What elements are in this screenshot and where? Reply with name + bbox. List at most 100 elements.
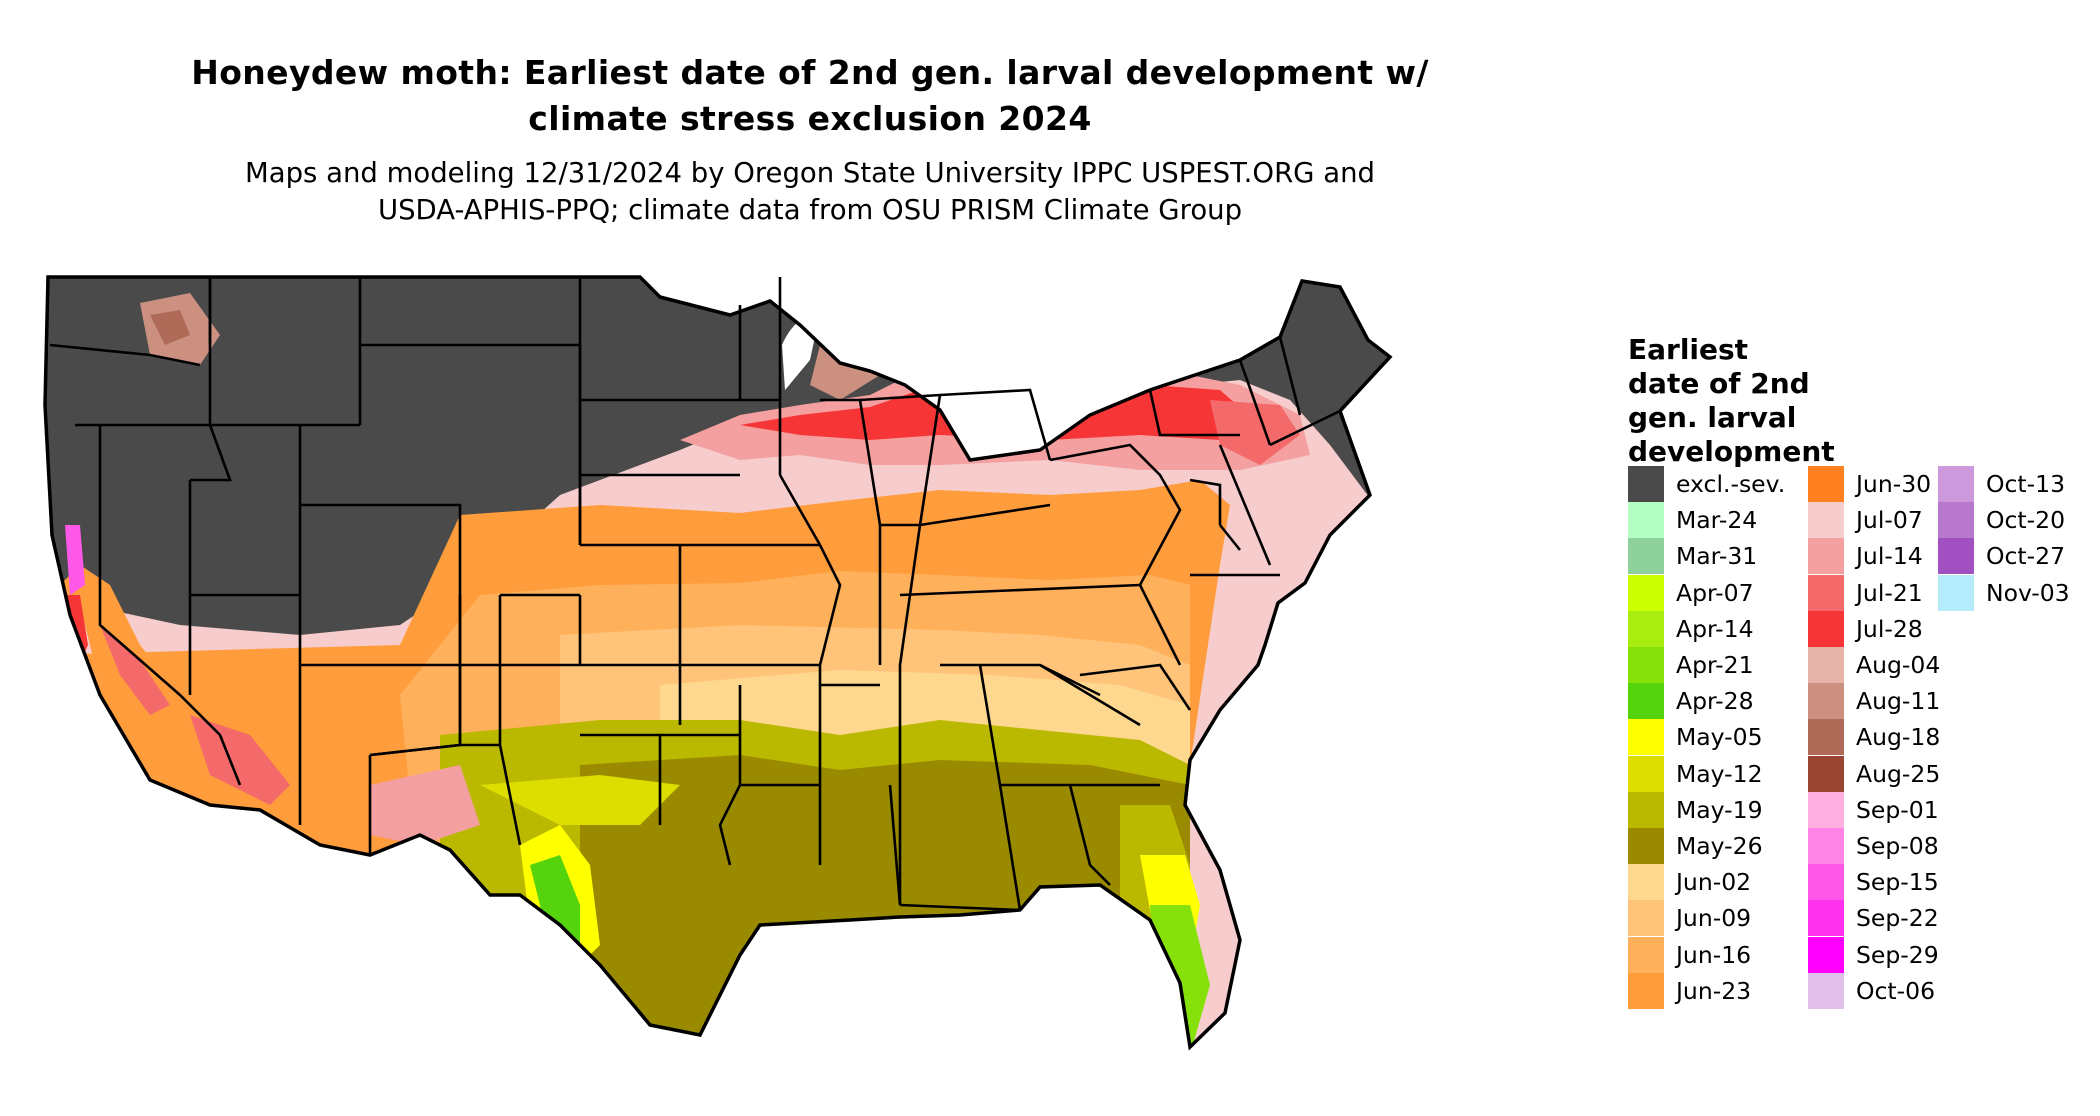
legend-swatch [1808, 574, 1844, 611]
legend-swatch [1808, 647, 1844, 683]
legend-item: Aug-18 [1808, 719, 1941, 756]
legend-label: Jun-30 [1856, 470, 1932, 498]
legend-swatch [1628, 936, 1664, 973]
legend-title-line: Earliest [1628, 333, 1749, 366]
legend-swatch [1808, 466, 1844, 502]
legend-item: Sep-22 [1808, 900, 1939, 937]
legend-item: Aug-11 [1808, 683, 1941, 720]
legend-title-line: gen. larval [1628, 401, 1797, 434]
legend-swatch [1938, 538, 1974, 575]
legend-label: Jul-28 [1856, 614, 1923, 643]
legend-swatch [1628, 610, 1664, 647]
legend-item: Apr-14 [1628, 610, 1754, 647]
legend-item: Jul-21 [1808, 574, 1923, 611]
legend-item: May-05 [1628, 719, 1763, 756]
legend-swatch [1628, 972, 1664, 1009]
legend-label: Aug-25 [1856, 759, 1941, 788]
legend-swatch [1628, 719, 1664, 756]
legend-swatch [1808, 900, 1844, 937]
map-subtitle-line-2: USDA-APHIS-PPQ; climate data from OSU PR… [377, 194, 1243, 226]
legend-swatch [1808, 610, 1844, 647]
legend-label: Aug-04 [1856, 651, 1941, 679]
legend-label: Jun-23 [1676, 976, 1752, 1005]
legend-item: May-19 [1628, 791, 1763, 828]
legend-label: Apr-14 [1676, 614, 1754, 643]
legend-label: Mar-24 [1676, 506, 1758, 535]
legend-item: Oct-13 [1938, 466, 2065, 502]
legend-swatch [1628, 828, 1664, 864]
map-subtitle: Maps and modeling 12/31/2024 by Oregon S… [80, 155, 1540, 229]
legend-label: Jun-09 [1676, 904, 1752, 933]
legend-label: Oct-13 [1986, 470, 2066, 498]
legend-item: Jun-02 [1628, 864, 1752, 901]
legend-label: Sep-22 [1856, 904, 1939, 933]
legend-label: May-12 [1676, 759, 1763, 788]
legend-item: Apr-07 [1628, 574, 1754, 611]
legend-title: Earliest date of 2nd gen. larval develop… [1628, 333, 1835, 469]
legend-title-line: date of 2nd [1628, 367, 1810, 400]
legend-item: Apr-28 [1628, 683, 1754, 720]
legend-swatch [1628, 900, 1664, 937]
legend-item: Oct-06 [1808, 972, 1935, 1009]
legend-label: Sep-15 [1856, 868, 1939, 897]
map-title-line-2: climate stress exclusion 2024 [528, 99, 1092, 138]
legend-swatch [1938, 466, 1974, 502]
legend-item: Oct-20 [1938, 502, 2065, 539]
legend-swatch [1808, 719, 1844, 756]
legend-swatch [1808, 538, 1844, 575]
legend-label: Aug-11 [1856, 687, 1941, 716]
legend-label: Sep-01 [1856, 795, 1939, 824]
legend-swatch [1808, 828, 1844, 864]
legend-swatch [1938, 502, 1974, 539]
legend-item: Aug-25 [1808, 755, 1941, 792]
legend-label: Jun-02 [1676, 868, 1752, 897]
legend-item: Sep-08 [1808, 828, 1939, 864]
legend-label: Jul-07 [1856, 506, 1923, 535]
legend-item: Jul-07 [1808, 502, 1923, 539]
legend-label: May-19 [1676, 795, 1763, 824]
legend-label: Sep-08 [1856, 832, 1939, 860]
legend-swatch [1808, 683, 1844, 720]
legend-label: Aug-18 [1856, 723, 1941, 752]
legend-item: Mar-24 [1628, 502, 1758, 539]
legend-swatch [1808, 864, 1844, 901]
state-borders [49, 277, 1341, 912]
legend-item: Nov-03 [1938, 574, 2070, 611]
legend-item: May-12 [1628, 755, 1763, 792]
legend-item: May-26 [1628, 828, 1763, 864]
legend-title-line: development [1628, 435, 1835, 468]
legend-label: Jun-16 [1676, 940, 1752, 969]
legend-item: Jun-23 [1628, 972, 1752, 1009]
legend-item: Aug-04 [1808, 647, 1940, 683]
legend-swatch [1628, 755, 1664, 792]
map-title: Honeydew moth: Earliest date of 2nd gen.… [80, 50, 1540, 142]
legend-swatch [1808, 502, 1844, 539]
legend-label: Sep-29 [1856, 940, 1939, 969]
legend-swatch [1808, 755, 1844, 792]
legend-swatch [1808, 972, 1844, 1009]
legend-swatch [1628, 864, 1664, 901]
us-map [43, 275, 1393, 1051]
us-outline [43, 275, 1393, 1051]
legend-label: Jul-21 [1856, 578, 1923, 607]
map-subtitle-line-1: Maps and modeling 12/31/2024 by Oregon S… [245, 157, 1375, 189]
legend-label: Jul-14 [1856, 542, 1923, 571]
legend-label: Oct-27 [1986, 542, 2066, 571]
legend-swatch [1628, 647, 1664, 683]
legend-swatch [1938, 574, 1974, 611]
legend-item: Mar-31 [1628, 538, 1757, 575]
legend-label: May-05 [1676, 723, 1763, 752]
legend-item: Jun-09 [1628, 900, 1752, 937]
legend-item: Jun-30 [1808, 466, 1931, 502]
legend-swatch [1808, 791, 1844, 828]
legend-label: May-26 [1676, 832, 1763, 860]
map-title-line-1: Honeydew moth: Earliest date of 2nd gen.… [191, 53, 1429, 92]
legend-swatch [1628, 502, 1664, 539]
legend-swatch [1628, 466, 1664, 502]
legend-label: Apr-21 [1676, 651, 1754, 679]
legend-item: Sep-01 [1808, 791, 1939, 828]
legend-swatch [1628, 791, 1664, 828]
legend-item: excl.-sev. [1628, 466, 1785, 502]
legend-item: Oct-27 [1938, 538, 2066, 575]
legend-swatch [1628, 538, 1664, 575]
